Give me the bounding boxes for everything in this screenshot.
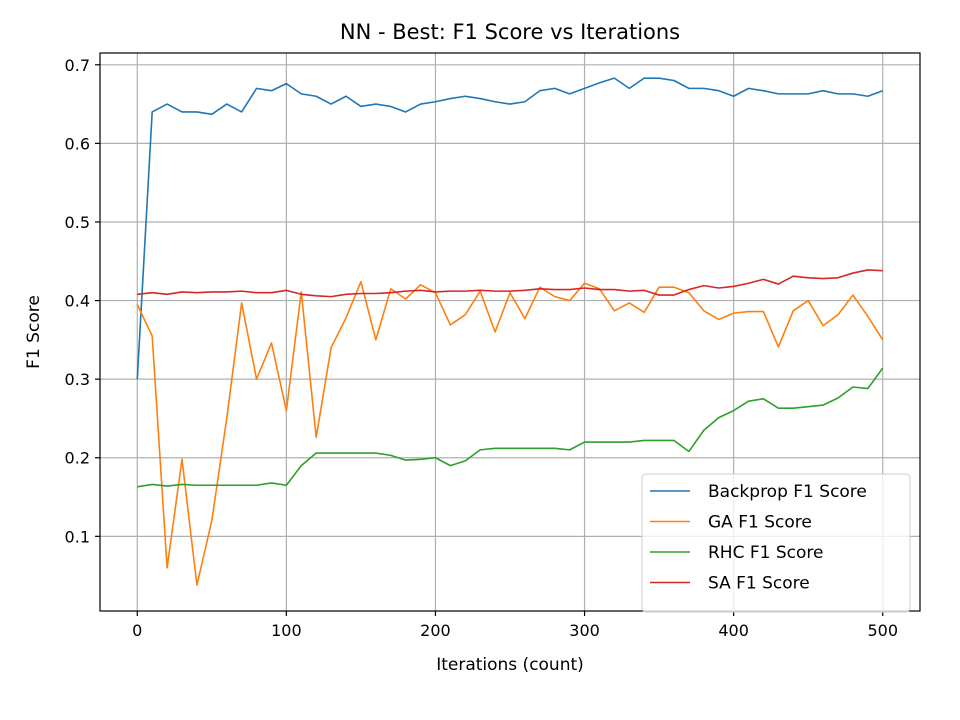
x-tick-label: 300 (569, 621, 600, 640)
plot-frame (99, 52, 921, 612)
y-tick-label: 0.5 (65, 213, 90, 232)
series-lines (136, 77, 884, 586)
x-tick-label: 100 (271, 621, 302, 640)
series-line-2 (136, 280, 884, 586)
chart-title: NN - Best: F1 Score vs Iterations (340, 20, 680, 44)
y-tick-label: 0.4 (65, 292, 90, 311)
y-axis: 0.1 0.2 0.3 0.4 0.5 0.6 0.7 (65, 56, 100, 546)
y-tick-label: 0.1 (65, 527, 90, 546)
legend-label: Backprop F1 Score (708, 482, 867, 502)
x-tick-label: 400 (718, 621, 749, 640)
x-axis-label: Iterations (count) (436, 655, 584, 675)
x-tick-label: 0 (132, 621, 142, 640)
series-line-1 (136, 77, 884, 380)
grid (100, 53, 920, 611)
x-axis: 0 100 200 300 400 500 (132, 611, 898, 640)
legend-label: RHC F1 Score (708, 543, 823, 563)
y-tick-label: 0.2 (65, 449, 90, 468)
series-line-3 (137, 367, 884, 488)
y-tick-label: 0.3 (65, 370, 90, 389)
y-axis-label: F1 Score (24, 295, 44, 369)
y-tick-label: 0.7 (65, 56, 90, 75)
x-tick-label: 200 (420, 621, 451, 640)
legend-label: SA F1 Score (708, 574, 810, 594)
x-tick-label: 500 (867, 621, 898, 640)
y-tick-label: 0.6 (65, 134, 90, 153)
series-line-4 (137, 269, 883, 298)
legend-box (641, 473, 911, 613)
legend-label: GA F1 Score (708, 513, 812, 533)
legend: Backprop F1 Score GA F1 Score RHC F1 Score… (641, 473, 911, 613)
